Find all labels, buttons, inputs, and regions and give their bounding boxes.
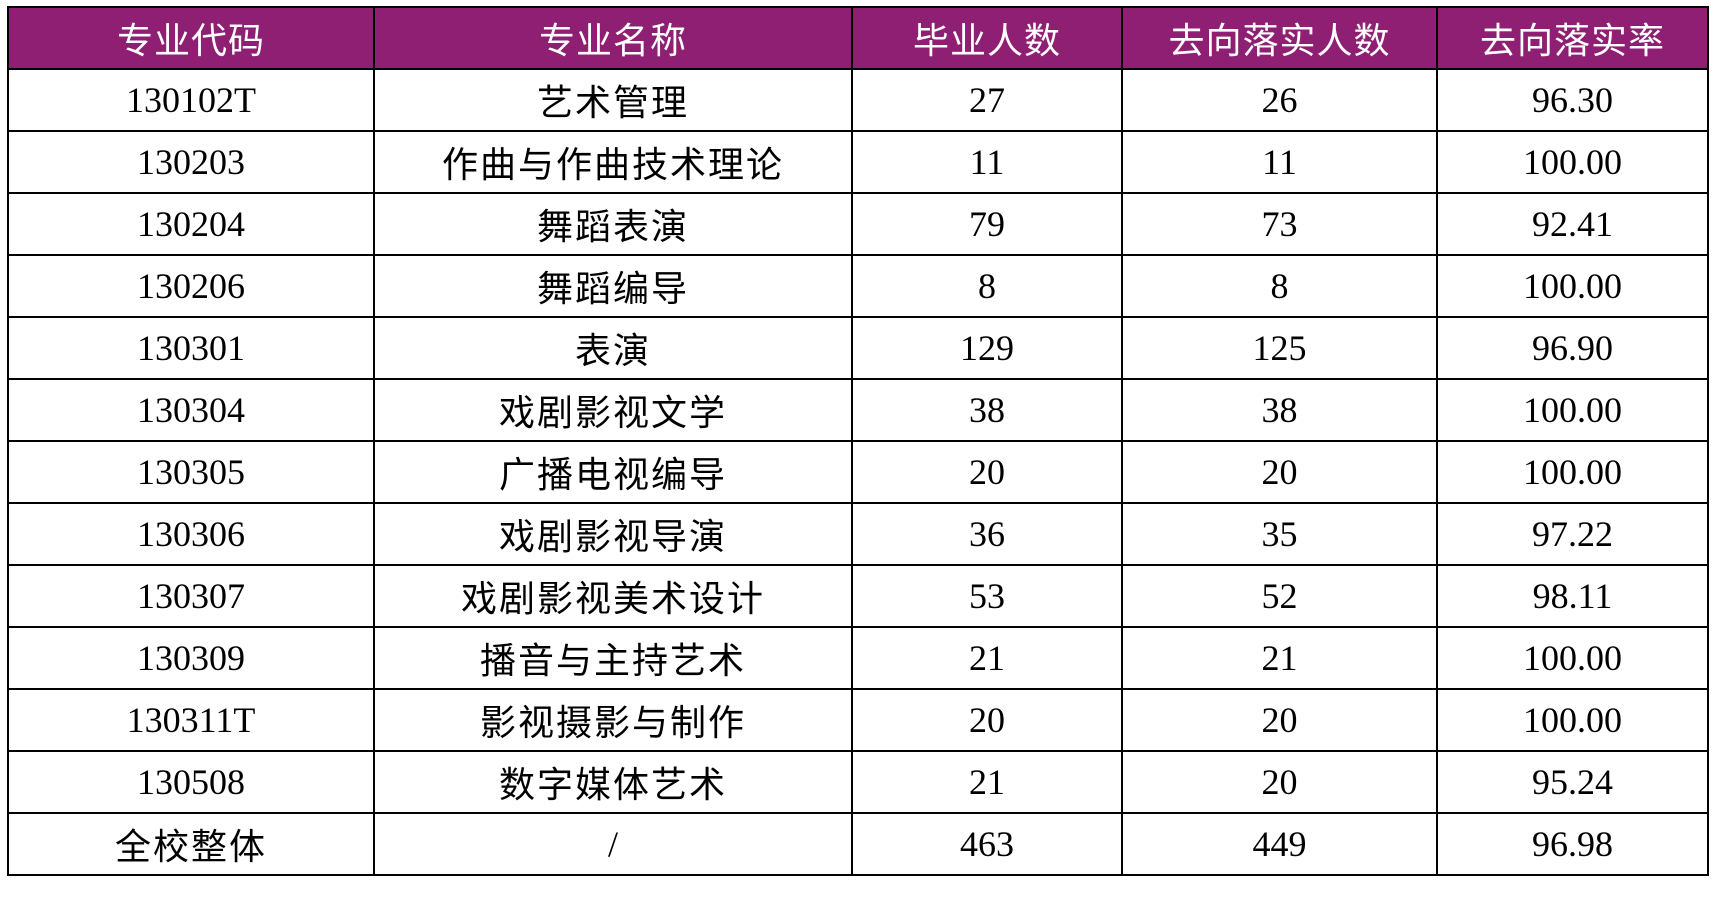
cell-major-name: 表演 [373, 316, 853, 380]
cell-major-name: 舞蹈编导 [373, 254, 853, 318]
cell-placement-rate: 95.24 [1436, 750, 1709, 814]
cell-graduates: 8 [851, 254, 1123, 318]
table-row: 130306 戏剧影视导演 36 35 97.22 [7, 502, 1709, 566]
cell-major-name: 戏剧影视美术设计 [373, 564, 853, 628]
cell-graduates: 20 [851, 440, 1123, 504]
cell-major-code: 130311T [7, 688, 375, 752]
cell-placed-count: 20 [1121, 440, 1438, 504]
table-row: 130508 数字媒体艺术 21 20 95.24 [7, 750, 1709, 814]
total-row: 全校整体/463 449 96.98 [7, 812, 1709, 876]
cell-major-name: 影视摄影与制作 [373, 688, 853, 752]
cell-major-code: 130301 [7, 316, 375, 380]
cell-placement-rate: 100.00 [1436, 378, 1709, 442]
cell-placed-count: 11 [1121, 130, 1438, 194]
cell-major-name: / [373, 812, 853, 876]
cell-placed-count: 8 [1121, 254, 1438, 318]
cell-major-code: 130203 [7, 130, 375, 194]
header-graduates: 毕业人数 [851, 6, 1123, 70]
cell-graduates: 20 [851, 688, 1123, 752]
cell-major-name: 广播电视编导 [373, 440, 853, 504]
cell-major-code: 全校整体 [7, 812, 375, 876]
table-row: 130309 播音与主持艺术 21 21 100.00 [7, 626, 1709, 690]
cell-major-name: 舞蹈表演 [373, 192, 853, 256]
cell-major-name: 数字媒体艺术 [373, 750, 853, 814]
cell-placed-count: 35 [1121, 502, 1438, 566]
table-row: 130206 舞蹈编导 8 8 100.00 [7, 254, 1709, 318]
cell-placement-rate: 96.98 [1436, 812, 1709, 876]
cell-major-code: 130204 [7, 192, 375, 256]
cell-graduates: 79 [851, 192, 1123, 256]
cell-major-code: 130206 [7, 254, 375, 318]
cell-placed-count: 26 [1121, 68, 1438, 132]
cell-placement-rate: 98.11 [1436, 564, 1709, 628]
cell-placed-count: 21 [1121, 626, 1438, 690]
cell-major-name: 播音与主持艺术 [373, 626, 853, 690]
table-row: 130305 广播电视编导 20 20 100.00 [7, 440, 1709, 504]
cell-placement-rate: 96.90 [1436, 316, 1709, 380]
cell-placement-rate: 100.00 [1436, 130, 1709, 194]
table-row: 130304 戏剧影视文学 38 38 100.00 [7, 378, 1709, 442]
cell-major-code: 130306 [7, 502, 375, 566]
cell-placed-count: 449 [1121, 812, 1438, 876]
cell-placement-rate: 92.41 [1436, 192, 1709, 256]
table-row: 130102T 艺术管理 27 26 96.30 [7, 68, 1709, 132]
cell-major-code: 130304 [7, 378, 375, 442]
cell-graduates: 53 [851, 564, 1123, 628]
cell-graduates: 21 [851, 750, 1123, 814]
cell-graduates: 463 [851, 812, 1123, 876]
cell-graduates: 21 [851, 626, 1123, 690]
header-major-code: 专业代码 [7, 6, 375, 70]
table-row: 130204 舞蹈表演 79 73 92.41 [7, 192, 1709, 256]
cell-placement-rate: 100.00 [1436, 440, 1709, 504]
cell-placement-rate: 100.00 [1436, 626, 1709, 690]
table-row: 130307 戏剧影视美术设计 53 52 98.11 [7, 564, 1709, 628]
cell-placed-count: 125 [1121, 316, 1438, 380]
table-row: 130311T 影视摄影与制作 20 20 100.00 [7, 688, 1709, 752]
header-placed-count: 去向落实人数 [1121, 6, 1438, 70]
cell-major-name: 戏剧影视文学 [373, 378, 853, 442]
employment-table: 专业代码 专业名称 毕业人数 去向落实人数 去向落实率 130102T 艺术管理 27 26 9… [7, 6, 1709, 876]
cell-major-code: 130508 [7, 750, 375, 814]
cell-placed-count: 38 [1121, 378, 1438, 442]
cell-placed-count: 20 [1121, 750, 1438, 814]
cell-placed-count: 52 [1121, 564, 1438, 628]
table-body: 130102T 艺术管理 27 26 96.30 130203 作曲与作曲技术理论 11 11 1… [7, 68, 1709, 876]
cell-graduates: 129 [851, 316, 1123, 380]
cell-graduates: 36 [851, 502, 1123, 566]
cell-major-name: 艺术管理 [373, 68, 853, 132]
cell-placed-count: 73 [1121, 192, 1438, 256]
cell-placement-rate: 97.22 [1436, 502, 1709, 566]
cell-graduates: 11 [851, 130, 1123, 194]
cell-major-code: 130305 [7, 440, 375, 504]
cell-major-code: 130309 [7, 626, 375, 690]
cell-placement-rate: 100.00 [1436, 254, 1709, 318]
table-row: 130203 作曲与作曲技术理论 11 11 100.00 [7, 130, 1709, 194]
cell-placement-rate: 100.00 [1436, 688, 1709, 752]
cell-graduates: 27 [851, 68, 1123, 132]
header-major-name: 专业名称 [373, 6, 853, 70]
cell-major-code: 130307 [7, 564, 375, 628]
cell-placement-rate: 96.30 [1436, 68, 1709, 132]
cell-graduates: 38 [851, 378, 1123, 442]
cell-major-code: 130102T [7, 68, 375, 132]
header-row: 专业代码 专业名称 毕业人数 去向落实人数 去向落实率 [7, 6, 1709, 70]
cell-major-name: 作曲与作曲技术理论 [373, 130, 853, 194]
cell-placed-count: 20 [1121, 688, 1438, 752]
header-placement-rate: 去向落实率 [1436, 6, 1709, 70]
cell-major-name: 戏剧影视导演 [373, 502, 853, 566]
table-row: 130301 表演 129 125 96.90 [7, 316, 1709, 380]
